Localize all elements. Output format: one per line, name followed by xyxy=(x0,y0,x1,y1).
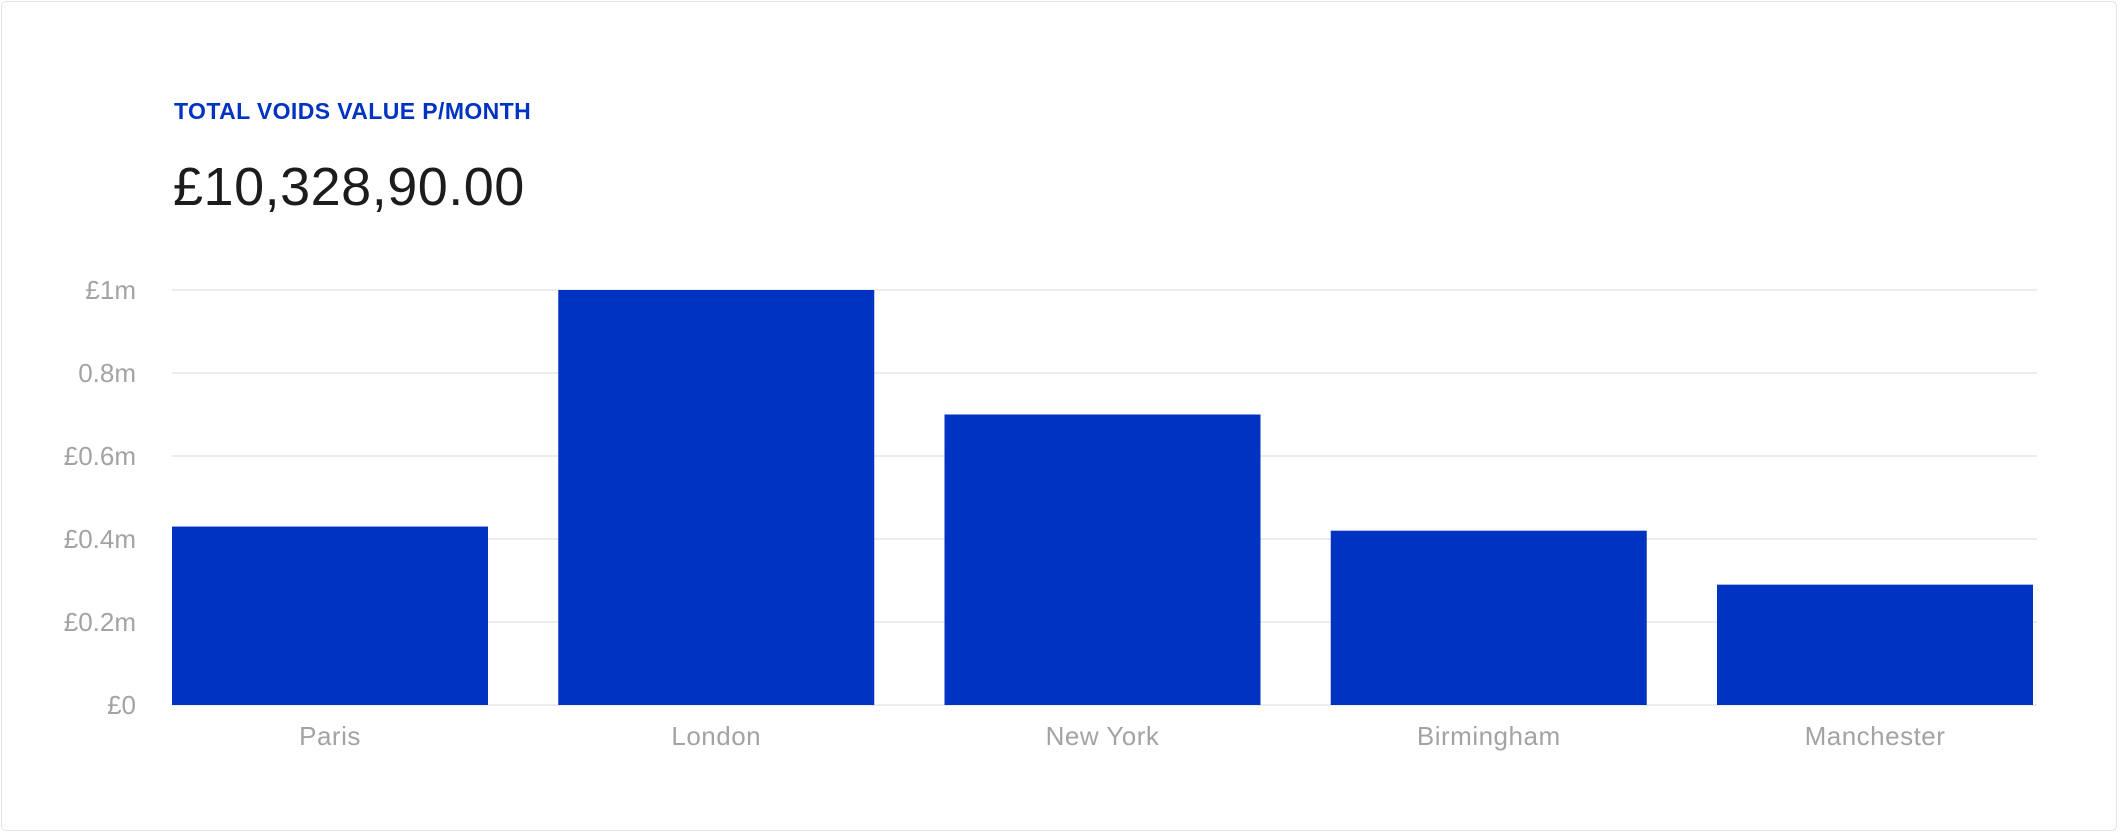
y-tick-label: £1m xyxy=(85,275,136,305)
y-axis-ticks: £0 £0.2m £0.4m £0.6m 0.8m £1m xyxy=(64,275,136,720)
bar-manchester[interactable] xyxy=(1717,584,2033,705)
x-tick-label: New York xyxy=(1046,721,1160,751)
y-tick-label: £0 xyxy=(107,690,136,720)
bar-london[interactable] xyxy=(558,290,875,705)
bars xyxy=(172,290,2033,705)
x-axis-labels: Paris London New York Birmingham Manchester xyxy=(299,721,1945,751)
bar-birmingham[interactable] xyxy=(1330,530,1647,705)
bar-new-york[interactable] xyxy=(944,414,1261,706)
bar-paris[interactable] xyxy=(172,526,488,705)
total-value: £10,328,90.00 xyxy=(173,157,525,217)
chart-title: TOTAL VOIDS VALUE P/MONTH xyxy=(174,98,532,124)
x-tick-label: Manchester xyxy=(1805,721,1946,751)
x-tick-label: Paris xyxy=(299,721,361,751)
x-tick-label: London xyxy=(671,721,761,751)
y-tick-label: 0.8m xyxy=(78,358,136,388)
y-tick-label: £0.6m xyxy=(64,441,136,471)
y-tick-label: £0.4m xyxy=(64,524,136,554)
x-tick-label: Birmingham xyxy=(1417,721,1561,751)
y-tick-label: £0.2m xyxy=(64,607,136,637)
